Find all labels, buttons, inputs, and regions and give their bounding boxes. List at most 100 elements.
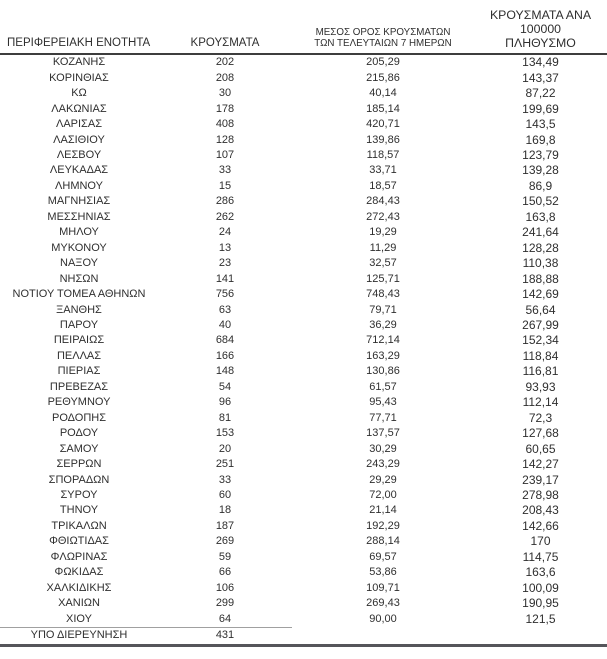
per-100k-cell: 56,64 — [525, 302, 556, 317]
table-row: ΚΟΡΙΝΘΙΑΣ 208 215,86 143,37 — [0, 71, 607, 86]
region-cell: ΛΑΣΙΘΙΟΥ — [53, 133, 105, 146]
cases-cell: 59 — [218, 550, 232, 563]
cases-cell: 262 — [215, 210, 235, 223]
cases-cell: 202 — [215, 56, 235, 69]
per-100k-cell: 121,5 — [525, 611, 556, 626]
region-cell: ΜΕΣΣΗΝΙΑΣ — [47, 210, 111, 223]
column-header-per-100k-line1: ΚΡΟΥΣΜΑΤΑ ΑΝΑ 100000 — [489, 8, 592, 36]
cases-by-regional-unit-table: ΠΕΡΙΦΕΡΕΙΑΚΗ ΕΝΟΤΗΤΑ ΚΡΟΥΣΜΑΤΑ ΜΕΣΟΣ ΟΡΟ… — [0, 8, 607, 647]
table-row: ΡΕΘΥΜΝΟΥ 96 95,43 112,14 — [0, 395, 607, 410]
cases-cell: 408 — [215, 118, 235, 131]
table-row: ΤΗΝΟΥ 18 21,14 208,43 — [0, 503, 607, 518]
cases-cell: 187 — [215, 519, 235, 532]
per-100k-cell: 142,69 — [522, 287, 559, 302]
avg-7day-cell: 69,57 — [369, 550, 397, 563]
table-row: ΦΘΙΩΤΙΔΑΣ 269 288,14 170 — [0, 534, 607, 549]
avg-7day-cell — [292, 628, 474, 645]
per-100k-cell: 134,49 — [522, 55, 559, 70]
avg-7day-cell: 40,14 — [369, 87, 397, 100]
avg-7day-cell: 243,29 — [366, 458, 400, 471]
cases-cell: 106 — [215, 581, 235, 594]
region-cell: ΣΑΜΟΥ — [59, 442, 99, 455]
per-100k-cell: 152,34 — [522, 333, 559, 348]
per-100k-cell: 169,8 — [525, 132, 556, 147]
avg-7day-cell: 18,57 — [369, 179, 397, 192]
region-cell: ΤΗΝΟΥ — [59, 504, 99, 517]
table-row: ΚΟΖΑΝΗΣ 202 205,29 134,49 — [0, 54, 607, 70]
avg-7day-cell: 79,71 — [369, 303, 397, 316]
avg-7day-cell: 30,29 — [369, 442, 397, 455]
region-cell: ΛΑΡΙΣΑΣ — [55, 118, 102, 131]
table-row: ΜΑΓΝΗΣΙΑΣ 286 284,43 150,52 — [0, 194, 607, 209]
cases-cell: 13 — [218, 241, 232, 254]
cases-cell: 40 — [218, 319, 232, 331]
avg-7day-cell: 192,29 — [366, 519, 400, 532]
cases-cell: 141 — [215, 272, 235, 285]
avg-7day-cell: 19,29 — [369, 226, 397, 239]
region-cell: ΛΑΚΩΝΙΑΣ — [51, 102, 107, 115]
per-100k-cell: 241,64 — [522, 225, 559, 240]
column-header-cases: ΚΡΟΥΣΜΑΤΑ — [158, 9, 292, 55]
per-100k-cell: 163,6 — [525, 565, 556, 580]
table-row: ΠΑΡΟΥ 40 36,29 267,99 — [0, 318, 607, 333]
cases-cell: 30 — [218, 87, 232, 100]
table-row: ΧΙΟΥ 64 90,00 121,5 — [0, 612, 607, 628]
per-100k-cell: 163,8 — [525, 209, 556, 224]
region-cell: ΛΗΜΝΟΥ — [55, 179, 103, 192]
cases-cell: 33 — [218, 164, 232, 177]
per-100k-cell: 143,5 — [525, 117, 556, 132]
avg-7day-cell: 36,29 — [369, 319, 397, 331]
cases-cell: 54 — [218, 380, 232, 393]
avg-7day-cell: 748,43 — [366, 288, 400, 301]
avg-7day-cell: 61,57 — [369, 380, 397, 393]
per-100k-cell: 208,43 — [522, 503, 559, 518]
region-cell: ΝΟΤΙΟΥ ΤΟΜΕΑ ΑΘΗΝΩΝ — [12, 288, 146, 301]
column-header-avg-7day-line1: ΜΕΣΟΣ ΟΡΟΣ ΚΡΟΥΣΜΑΤΩΝ — [315, 27, 451, 39]
region-cell: ΦΩΚΙΔΑΣ — [54, 566, 104, 579]
region-cell: ΠΑΡΟΥ — [59, 319, 99, 331]
per-100k-cell: 128,28 — [522, 240, 559, 255]
table-row: ΛΑΡΙΣΑΣ 408 420,71 143,5 — [0, 117, 607, 132]
avg-7day-cell: 125,71 — [366, 272, 400, 285]
avg-7day-cell: 272,43 — [366, 210, 400, 223]
region-cell: ΣΥΡΟΥ — [60, 488, 98, 501]
avg-7day-cell: 118,57 — [366, 149, 400, 162]
per-100k-cell: 150,52 — [522, 194, 559, 209]
cases-cell: 18 — [218, 504, 232, 517]
region-cell: ΚΩ — [71, 87, 87, 100]
region-cell: ΚΟΖΑΝΗΣ — [52, 56, 106, 69]
per-100k-cell: 100,09 — [522, 580, 559, 595]
cases-cell: 299 — [215, 597, 235, 610]
cases-cell: 24 — [218, 226, 232, 239]
per-100k-cell: 87,22 — [525, 86, 556, 101]
region-cell: ΣΠΟΡΑΔΩΝ — [48, 473, 110, 486]
cases-cell: 208 — [215, 71, 235, 84]
avg-7day-cell: 420,71 — [366, 118, 400, 131]
table-row: ΥΠΟ ΔΙΕΡΕΥΝΗΣΗ 431 — [0, 627, 607, 646]
cases-cell: 286 — [215, 195, 235, 208]
avg-7day-cell: 130,86 — [366, 365, 400, 378]
cases-cell: 66 — [218, 566, 232, 579]
table-row: ΠΕΙΡΑΙΩΣ 684 712,14 152,34 — [0, 333, 607, 348]
avg-7day-cell: 21,14 — [369, 504, 397, 517]
per-100k-cell: 127,68 — [522, 426, 559, 441]
cases-cell: 166 — [215, 349, 235, 362]
column-header-per-100k-line2: ΠΛΗΘΥΣΜΟ — [505, 35, 576, 50]
avg-7day-cell: 284,43 — [366, 195, 400, 208]
table-body: ΚΟΖΑΝΗΣ 202 205,29 134,49 ΚΟΡΙΝΘΙΑΣ 208 215,86… — [0, 54, 607, 646]
region-cell: ΧΑΝΙΩΝ — [58, 597, 100, 610]
cases-cell: 63 — [218, 303, 232, 316]
cases-cell: 178 — [215, 102, 235, 115]
region-cell: ΛΕΣΒΟΥ — [56, 149, 102, 162]
avg-7day-cell: 215,86 — [366, 71, 400, 84]
column-header-avg-7day-line2: ΤΩΝ ΤΕΛΕΥΤΑΙΩΝ 7 ΗΜΕΡΩΝ — [314, 38, 452, 50]
region-cell: ΠΕΙΡΑΙΩΣ — [53, 334, 105, 347]
table-row: ΚΩ 30 40,14 87,22 — [0, 86, 607, 101]
table-row: ΦΛΩΡΙΝΑΣ 59 69,57 114,75 — [0, 550, 607, 565]
per-100k-cell: 143,37 — [522, 70, 559, 85]
table-row: ΧΑΝΙΩΝ 299 269,43 190,95 — [0, 596, 607, 611]
table-row: ΜΗΛΟΥ 24 19,29 241,64 — [0, 225, 607, 240]
per-100k-cell — [474, 628, 607, 645]
table-row: ΞΑΝΘΗΣ 63 79,71 56,64 — [0, 303, 607, 318]
cases-cell: 60 — [218, 488, 232, 501]
